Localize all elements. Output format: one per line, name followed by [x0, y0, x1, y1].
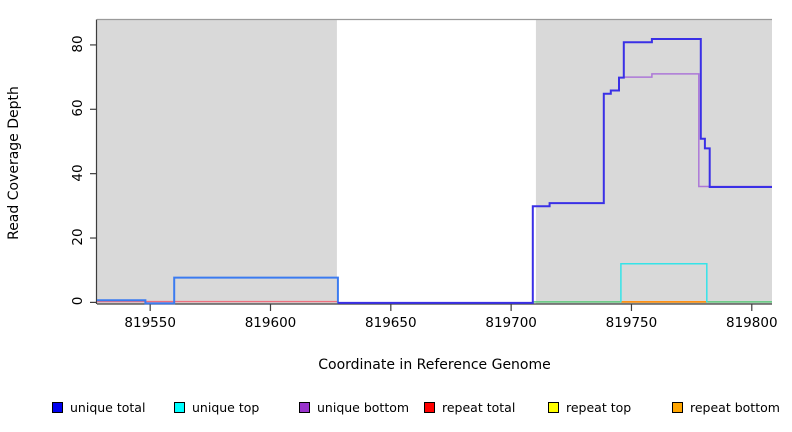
legend-item-repeat-total: repeat total — [424, 398, 515, 416]
legend-label: unique top — [192, 399, 260, 415]
legend-item-unique-total: unique total — [52, 398, 145, 416]
legend-swatch-icon — [424, 401, 435, 413]
y-tick-label: 80 — [70, 35, 86, 53]
series-unique-total-left- — [97, 276, 339, 305]
legend-item-unique-top: unique top — [174, 398, 259, 416]
coverage-plot-canvas — [90, 18, 772, 311]
legend-swatch-icon — [548, 401, 559, 413]
y-axis-title: Read Coverage Depth — [6, 86, 22, 240]
y-tick-label: 40 — [70, 164, 86, 182]
legend-swatch-icon — [174, 401, 185, 413]
y-tick-label: 0 — [70, 297, 86, 306]
legend-swatch-icon — [299, 401, 310, 413]
series-unique-total-right- — [337, 38, 772, 304]
y-tick-label: 20 — [70, 228, 86, 246]
legend: unique total unique top unique bottom repea… — [0, 398, 792, 420]
x-tick-label: 819550 — [124, 315, 176, 331]
x-tick-label: 819800 — [726, 315, 778, 331]
legend-label: repeat total — [442, 399, 516, 415]
x-axis-title: Coordinate in Reference Genome — [318, 357, 551, 373]
legend-label: unique bottom — [317, 399, 410, 415]
x-tick-label: 819700 — [485, 315, 537, 331]
series-unique-top — [620, 263, 708, 303]
right-shaded-region — [535, 20, 772, 304]
x-tick-label: 819600 — [244, 315, 297, 331]
legend-label: repeat bottom — [690, 399, 780, 415]
legend-item-repeat-bottom: repeat bottom — [672, 398, 780, 416]
legend-label: repeat top — [566, 399, 632, 415]
left-shaded-region — [97, 20, 337, 304]
x-tick-label: 819750 — [605, 315, 658, 331]
y-tick-label: 60 — [70, 99, 86, 117]
legend-swatch-icon — [52, 401, 63, 413]
legend-item-repeat-top: repeat top — [548, 398, 631, 416]
legend-swatch-icon — [672, 401, 683, 413]
legend-item-unique-bottom: unique bottom — [299, 398, 409, 416]
x-tick-label: 819650 — [365, 315, 417, 331]
legend-label: unique total — [70, 399, 146, 415]
